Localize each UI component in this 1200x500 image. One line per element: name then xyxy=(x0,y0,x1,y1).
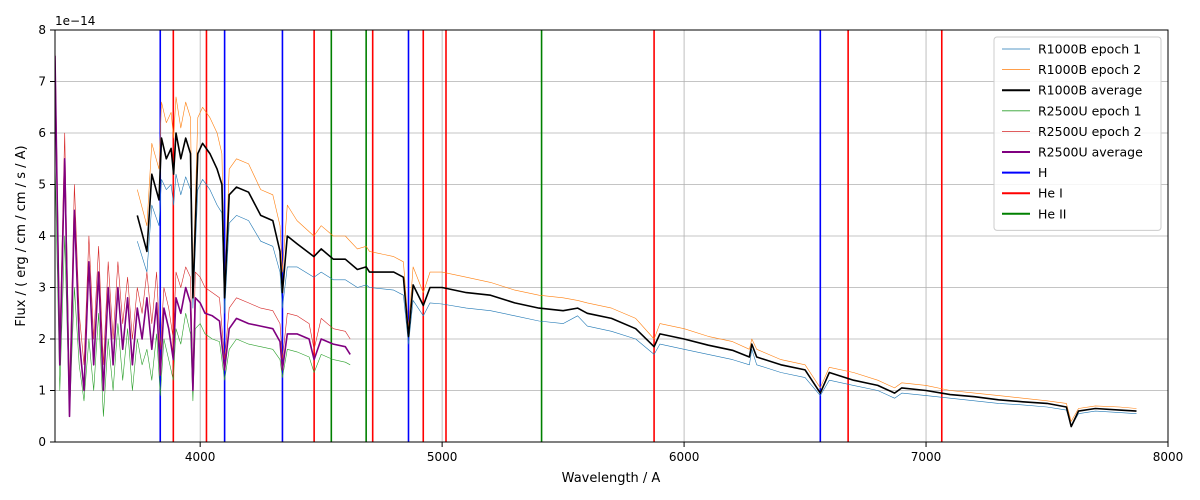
x-tick-label: 4000 xyxy=(185,450,216,464)
x-tick-label: 6000 xyxy=(669,450,700,464)
y-axis-label: Flux / ( erg / cm / cm / s / A) xyxy=(14,145,29,326)
x-axis-ticks: 4000 5000 6000 7000 8000 xyxy=(185,442,1183,464)
series-r2500u-average xyxy=(55,55,351,418)
y-tick-label: 4 xyxy=(38,229,46,243)
legend-label-he-i: He I xyxy=(1038,186,1063,201)
x-tick-label: 5000 xyxy=(427,450,458,464)
y-tick-label: 0 xyxy=(38,435,46,449)
legend-box xyxy=(993,36,1162,231)
series-lines xyxy=(55,40,1137,428)
x-tick-label: 7000 xyxy=(911,450,942,464)
y-tick-label: 1 xyxy=(38,384,46,398)
y-tick-label: 2 xyxy=(38,332,46,346)
x-tick-label: 8000 xyxy=(1153,450,1184,464)
x-axis-label: Wavelength / A xyxy=(562,471,661,486)
series-r1000b-epoch-2 xyxy=(137,96,1137,422)
series-r1000b-average xyxy=(136,132,1137,428)
legend-label-r1000b-epoch-1: R1000B epoch 1 xyxy=(1038,42,1141,57)
legend-label-r2500u-average: R2500U average xyxy=(1038,145,1143,160)
series-r2500u-epoch-2 xyxy=(55,40,351,391)
series-r2500u-epoch-1 xyxy=(55,158,351,417)
series-r1000b-epoch-1 xyxy=(137,173,1137,427)
y-tick-label: 8 xyxy=(38,23,46,37)
legend: R1000B epoch 1 R1000B epoch 2 R1000B avera… xyxy=(993,36,1162,231)
legend-label-r1000b-average: R1000B average xyxy=(1038,83,1143,98)
legend-label-r2500u-epoch-1: R2500U epoch 1 xyxy=(1038,103,1142,118)
y-tick-label: 3 xyxy=(38,281,46,295)
legend-label-r1000b-epoch-2: R1000B epoch 2 xyxy=(1038,62,1141,77)
y-tick-label: 5 xyxy=(38,178,46,192)
y-offset-label: 1e−14 xyxy=(55,14,95,28)
legend-label-r2500u-epoch-2: R2500U epoch 2 xyxy=(1038,124,1142,139)
y-tick-label: 6 xyxy=(38,126,46,140)
legend-label-he-ii: He II xyxy=(1038,206,1066,221)
y-tick-label: 7 xyxy=(38,75,46,89)
legend-label-h: H xyxy=(1038,165,1047,180)
y-axis-ticks: 0 1 2 3 4 5 6 7 8 xyxy=(38,23,55,449)
